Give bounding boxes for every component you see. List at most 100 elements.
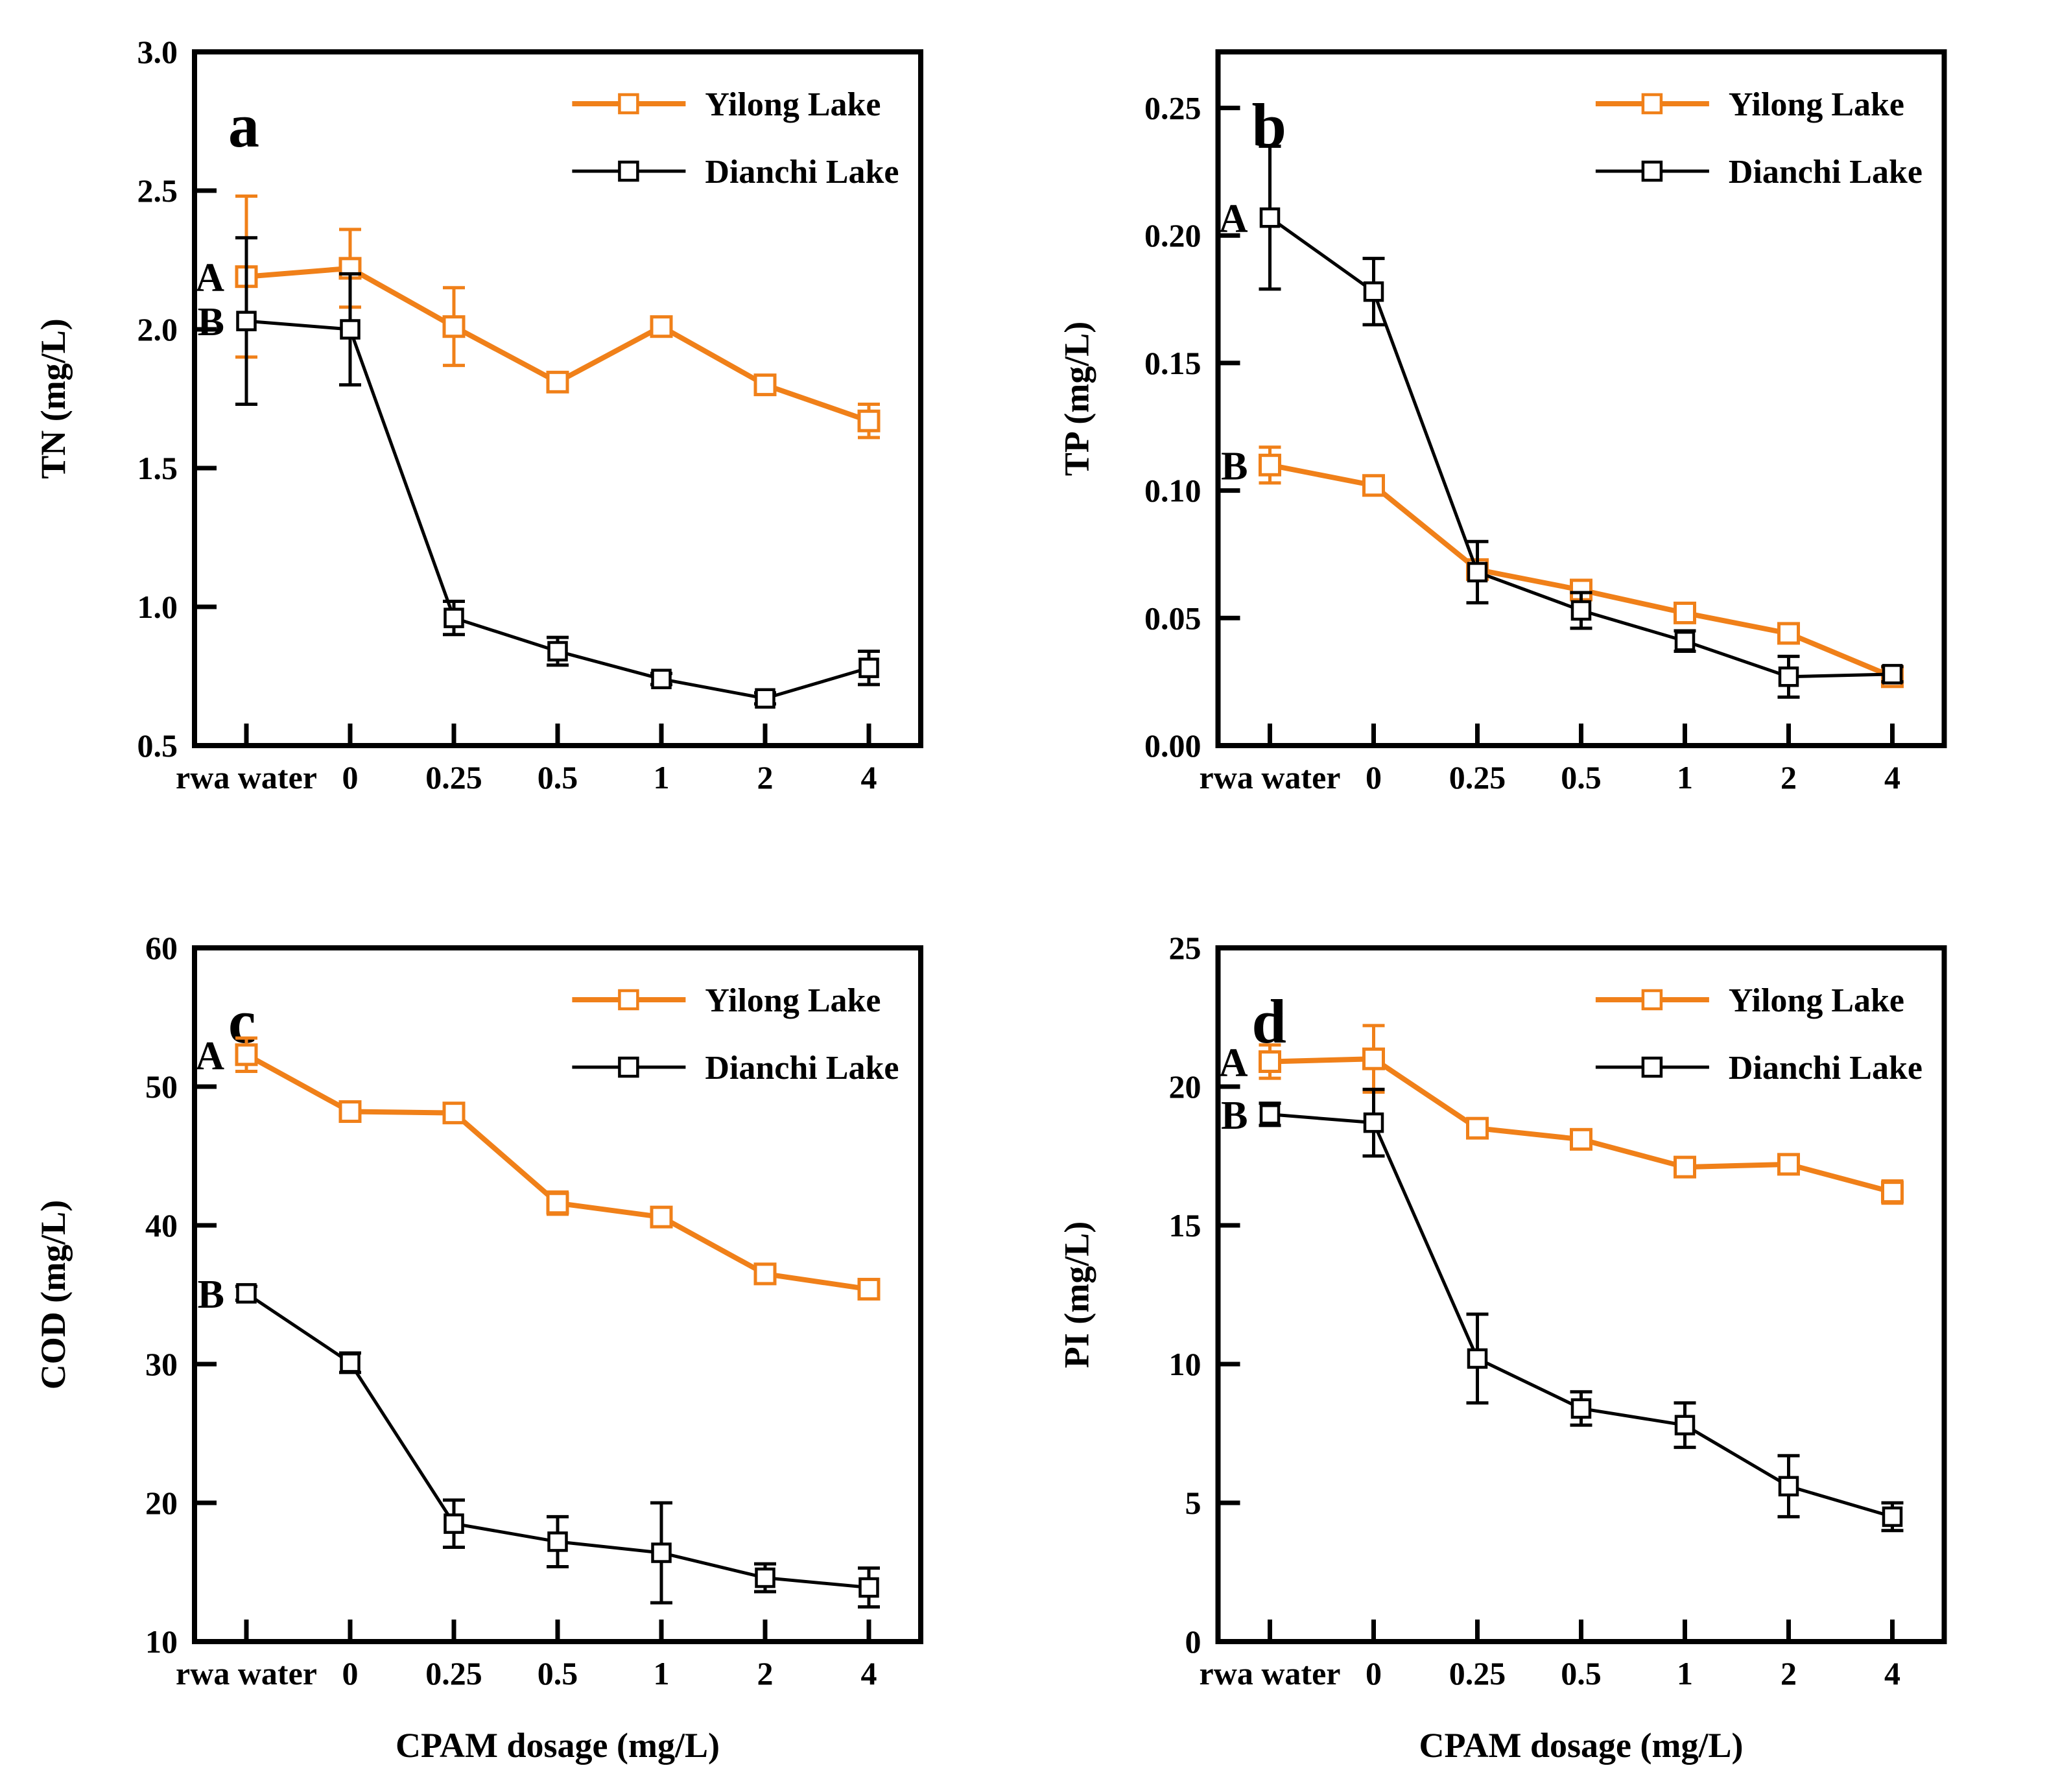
x-axis-title: CPAM dosage (mg/L)	[1419, 1726, 1744, 1765]
data-point-open-square	[444, 607, 464, 628]
annotation-A: A	[1219, 197, 1248, 241]
x-tick-label: rwa water	[1200, 1655, 1341, 1692]
data-point-open-square	[753, 1262, 777, 1286]
series-yilong-lake	[235, 1036, 881, 1301]
data-point-open-square	[755, 1567, 775, 1588]
data-point-open-square	[1570, 600, 1592, 621]
y-tick-label: 0.15	[1144, 345, 1201, 381]
legend: Yilong Lake Dianchi Lake	[572, 86, 899, 191]
y-tick-label: 0.10	[1144, 473, 1201, 509]
legend-label: Dianchi Lake	[705, 154, 899, 191]
plot-frame	[1215, 49, 1947, 748]
x-tick-label: 0	[342, 1655, 359, 1692]
data-point-open-square	[1881, 1181, 1904, 1204]
y-tick-label: 0.05	[1144, 600, 1201, 636]
series-yilong-lake	[1259, 445, 1904, 689]
legend: Yilong Lake Dianchi Lake	[572, 982, 899, 1087]
legend: Yilong Lake Dianchi Lake	[1595, 86, 1923, 191]
x-tick-label: 0.25	[425, 759, 482, 796]
plot-frame	[192, 49, 923, 748]
annotation-A: A	[195, 1034, 224, 1078]
data-point-open-square	[1467, 561, 1488, 583]
legend-item-dianchi-lake: Dianchi Lake	[1595, 154, 1923, 191]
y-tick-label: 5	[1185, 1485, 1201, 1521]
data-point-open-square	[650, 315, 673, 338]
x-tick-label: 1	[1677, 759, 1693, 796]
error-bars	[235, 1284, 880, 1609]
legend-marker-open-square	[618, 989, 639, 1011]
data-point-open-square	[547, 641, 568, 662]
data-point-open-square	[1259, 1050, 1281, 1073]
markers	[236, 311, 879, 709]
y-tick-label: 10	[145, 1623, 178, 1660]
annotation-B: B	[1221, 444, 1248, 488]
panel-c-chart: 10 20 30 40 50 60 rwa water 0 0.25 0.5 1 2 4 COD (mg/…	[34, 930, 923, 1765]
legend-item-dianchi-lake: Dianchi Lake	[572, 1050, 899, 1087]
data-point-open-square	[1362, 474, 1385, 497]
y-tick-label: 10	[1169, 1346, 1201, 1382]
x-tick-label: 0.25	[425, 1655, 482, 1692]
data-point-open-square	[753, 373, 777, 397]
data-point-open-square	[1259, 453, 1281, 477]
series-dianchi-lake	[235, 236, 880, 709]
x-tick-label: rwa water	[176, 1655, 317, 1692]
data-point-open-square	[1363, 1112, 1384, 1133]
x-tick-label: 1	[654, 759, 670, 796]
y-tick-label: 1.0	[137, 589, 178, 625]
legend-marker-open-square	[618, 93, 639, 115]
y-tick-label: 50	[145, 1068, 178, 1105]
y-axis-title: TP (mg/L)	[1058, 322, 1096, 477]
legend-label: Yilong Lake	[705, 982, 881, 1019]
data-point-open-square	[1674, 601, 1696, 624]
y-tick-label: 0.25	[1144, 90, 1201, 126]
x-tick-label: 0	[342, 759, 359, 796]
data-point-open-square	[858, 657, 879, 678]
legend-marker-open-square	[618, 160, 639, 182]
plot-frame	[192, 945, 923, 1644]
markers	[1259, 207, 1903, 687]
data-point-open-square	[650, 1205, 673, 1229]
x-tick-label: 4	[1884, 1655, 1900, 1692]
x-tick-label: 1	[1677, 1655, 1693, 1692]
annotation-B: B	[198, 1273, 224, 1317]
data-point-open-square	[1259, 1104, 1281, 1125]
data-point-open-square	[1363, 281, 1384, 302]
panel-d: 0 5 10 15 20 25 rwa water 0 0.25 0.5 1 2 4 PI (mg/L) C…	[1023, 896, 2047, 1792]
data-point-open-square	[1570, 1127, 1592, 1151]
y-axis: 0 5 10 15 20 25	[1169, 930, 1240, 1660]
x-tick-label: 0.25	[1449, 759, 1506, 796]
y-tick-label: 0.20	[1144, 217, 1201, 253]
annotation-B: B	[1221, 1094, 1248, 1138]
panel-a-chart: 0.5 1.0 1.5 2.0 2.5 3.0 rwa water 0 0.25 0.5 1 2 4 TN…	[34, 34, 923, 796]
data-point-open-square	[1777, 622, 1800, 645]
markers	[235, 1043, 881, 1301]
annotation-B: B	[198, 300, 224, 344]
x-tick-label: 1	[654, 1655, 670, 1692]
legend-label: Yilong Lake	[1729, 982, 1904, 1019]
x-tick-label: 4	[1884, 759, 1900, 796]
markers	[1259, 453, 1904, 689]
legend-label: Dianchi Lake	[1729, 1050, 1923, 1087]
y-tick-label: 25	[1169, 930, 1201, 966]
data-point-open-square	[547, 1531, 568, 1552]
data-point-open-square	[340, 319, 361, 340]
data-point-open-square	[1778, 666, 1799, 687]
data-point-open-square	[442, 1102, 466, 1125]
error-bars	[235, 236, 880, 706]
x-tick-label: 4	[861, 759, 877, 796]
markers	[236, 1283, 879, 1598]
y-tick-label: 1.5	[137, 450, 178, 486]
legend-item-yilong-lake: Yilong Lake	[1595, 86, 1904, 123]
y-tick-label: 20	[1169, 1068, 1201, 1105]
data-point-open-square	[651, 1542, 672, 1563]
data-point-open-square	[755, 688, 775, 709]
x-tick-label: 2	[757, 759, 774, 796]
x-tick-label: 0.5	[538, 1655, 578, 1692]
data-point-open-square	[858, 1577, 879, 1598]
x-tick-label: 0.5	[1561, 759, 1602, 796]
y-tick-label: 20	[145, 1485, 178, 1521]
series-dianchi-lake	[235, 1283, 880, 1609]
data-point-open-square	[340, 1352, 361, 1373]
panel-b: 0.00 0.05 0.10 0.15 0.20 0.25 rwa water 0 0.25 0.…	[1023, 0, 2047, 896]
y-tick-label: 0.00	[1144, 727, 1201, 764]
